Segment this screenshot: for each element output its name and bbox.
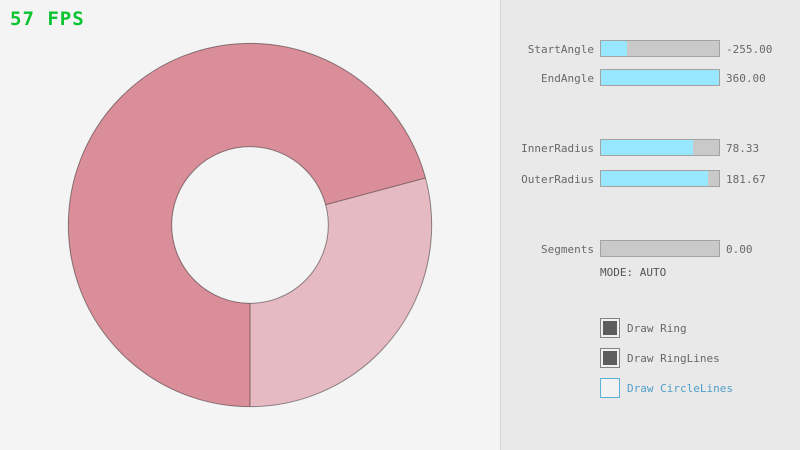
- innerradius-value: 78.33: [726, 142, 760, 155]
- checkbox-row-draw-circlelines: Draw CircleLines: [0, 378, 800, 398]
- startangle-value: -255.00: [726, 43, 773, 56]
- startangle-slider[interactable]: [600, 40, 720, 57]
- endangle-slider[interactable]: [600, 69, 720, 86]
- checkbox-row-draw-ringlines: Draw RingLines: [0, 348, 800, 368]
- draw-ring-checkmark: [603, 321, 617, 335]
- startangle-label: StartAngle: [527, 43, 594, 56]
- draw-ring-label: Draw Ring: [627, 322, 687, 335]
- outerradius-slider[interactable]: [600, 170, 720, 187]
- innerradius-slider-fill: [601, 140, 694, 155]
- draw-circlelines-checkmark: [603, 381, 617, 395]
- outerradius-value: 181.67: [726, 173, 766, 186]
- segments-mode-text: MODE: AUTO: [600, 266, 667, 279]
- segments-value: 0.00: [726, 243, 753, 256]
- slider-row-innerradius: InnerRadius 78.33: [0, 139, 800, 159]
- checkbox-row-draw-ring: Draw Ring: [0, 318, 800, 338]
- endangle-value: 360.00: [726, 72, 766, 85]
- draw-ring-checkbox[interactable]: [600, 318, 620, 338]
- startangle-slider-fill: [601, 41, 627, 56]
- draw-ringlines-label: Draw RingLines: [627, 352, 720, 365]
- fps-counter: 57 FPS: [10, 8, 85, 30]
- slider-row-segments: Segments 0.00: [0, 240, 800, 260]
- segments-label: Segments: [541, 243, 594, 256]
- slider-row-endangle: EndAngle 360.00: [0, 69, 800, 89]
- endangle-label: EndAngle: [541, 72, 594, 85]
- segments-slider[interactable]: [600, 240, 720, 257]
- draw-circlelines-label: Draw CircleLines: [627, 382, 733, 395]
- innerradius-label: InnerRadius: [521, 142, 594, 155]
- endangle-slider-fill: [601, 70, 719, 85]
- draw-ringlines-checkbox[interactable]: [600, 348, 620, 368]
- slider-row-outerradius: OuterRadius 181.67: [0, 170, 800, 190]
- outerradius-label: OuterRadius: [521, 173, 594, 186]
- slider-row-startangle: StartAngle -255.00: [0, 40, 800, 60]
- innerradius-slider[interactable]: [600, 139, 720, 156]
- outerradius-slider-fill: [601, 171, 709, 186]
- draw-ringlines-checkmark: [603, 351, 617, 365]
- draw-circlelines-checkbox[interactable]: [600, 378, 620, 398]
